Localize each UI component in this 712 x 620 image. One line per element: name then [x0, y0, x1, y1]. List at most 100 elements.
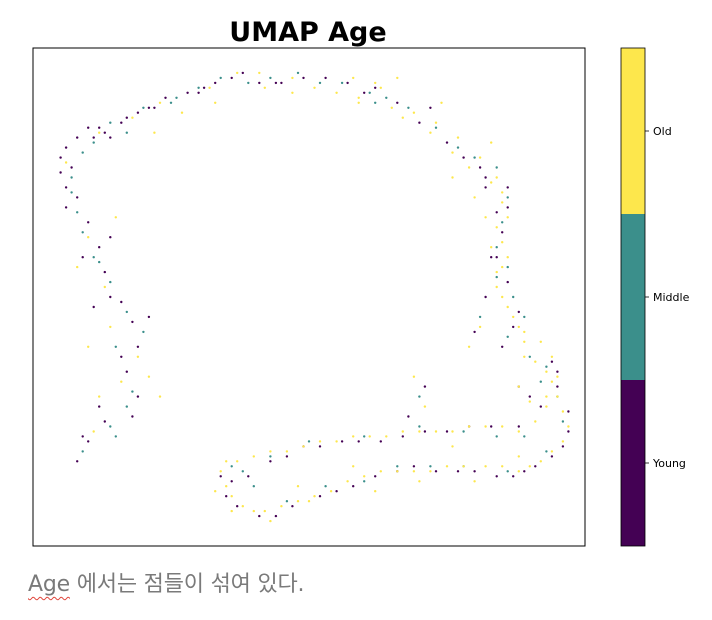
point-old	[296, 485, 300, 488]
point-middle	[125, 131, 128, 134]
point-middle	[385, 96, 388, 100]
point-young	[517, 425, 520, 428]
point-middle	[169, 101, 173, 105]
point-young	[76, 460, 79, 463]
point-middle	[219, 76, 222, 80]
point-young	[495, 211, 498, 214]
point-young	[225, 495, 228, 498]
point-old	[318, 440, 322, 443]
point-young	[506, 206, 509, 209]
point-middle	[434, 126, 438, 129]
point-old	[501, 265, 504, 269]
point-young	[236, 505, 239, 508]
point-young	[186, 91, 189, 95]
point-old	[484, 216, 487, 219]
point-old	[346, 480, 349, 483]
point-middle	[418, 395, 421, 398]
point-young	[87, 440, 90, 443]
point-young	[98, 126, 101, 129]
point-young	[318, 495, 322, 498]
point-middle	[495, 275, 498, 279]
point-old	[225, 460, 228, 463]
point-young	[512, 475, 515, 478]
point-old	[539, 340, 542, 343]
colorbar-legend: Young Middle Old	[620, 47, 690, 547]
point-middle	[407, 106, 410, 110]
point-middle	[528, 355, 531, 358]
point-old	[263, 86, 266, 90]
point-young	[517, 310, 520, 314]
point-old	[352, 435, 355, 438]
point-old	[230, 509, 233, 513]
point-middle	[230, 465, 233, 468]
point-old	[230, 495, 233, 498]
point-middle	[81, 151, 84, 154]
point-old	[429, 470, 432, 473]
point-middle	[363, 435, 366, 438]
point-old	[484, 425, 487, 428]
point-old	[147, 375, 151, 378]
point-young	[70, 166, 73, 169]
point-middle	[269, 455, 272, 458]
point-middle	[125, 310, 128, 314]
point-old	[87, 345, 90, 348]
point-young	[136, 111, 140, 114]
point-young	[164, 96, 167, 100]
point-old	[517, 455, 520, 458]
point-old	[501, 191, 504, 194]
point-middle	[495, 166, 498, 169]
point-old	[109, 325, 112, 329]
point-old	[396, 470, 399, 473]
point-young	[125, 116, 128, 119]
point-middle	[70, 191, 73, 194]
point-old	[467, 345, 471, 348]
point-middle	[114, 435, 118, 438]
point-old	[236, 460, 239, 463]
point-old	[473, 196, 476, 199]
point-old	[429, 131, 432, 134]
point-old	[307, 500, 311, 503]
point-middle	[368, 91, 371, 95]
point-old	[550, 450, 554, 453]
point-old	[451, 430, 454, 433]
point-young	[412, 465, 416, 468]
point-middle	[506, 196, 509, 199]
point-young	[484, 176, 487, 179]
chart-title: UMAP Age	[229, 17, 386, 48]
point-middle	[109, 121, 112, 124]
point-old	[313, 86, 316, 90]
point-old	[423, 405, 427, 408]
point-young	[407, 415, 410, 418]
point-young	[374, 86, 377, 90]
point-young	[136, 395, 140, 398]
point-young	[445, 141, 449, 144]
point-young	[401, 435, 404, 438]
point-young	[197, 91, 200, 95]
point-middle	[131, 390, 134, 393]
point-young	[379, 440, 382, 443]
point-young	[109, 136, 112, 139]
point-old	[467, 166, 471, 169]
point-old	[501, 465, 504, 468]
point-old	[495, 285, 498, 289]
point-middle	[285, 500, 289, 503]
point-young	[490, 425, 493, 428]
point-old	[263, 509, 266, 513]
point-young	[490, 256, 493, 259]
point-old	[401, 116, 404, 119]
point-young	[346, 81, 349, 85]
point-old	[374, 81, 377, 85]
point-young	[274, 514, 278, 518]
point-middle	[473, 156, 476, 159]
point-young	[64, 186, 68, 189]
point-old	[523, 355, 526, 358]
point-old	[517, 325, 520, 329]
point-old	[418, 430, 421, 433]
point-young	[473, 330, 476, 334]
point-middle	[396, 465, 399, 468]
point-old	[550, 380, 554, 383]
point-young	[87, 126, 90, 129]
point-middle	[506, 335, 509, 338]
point-old	[473, 480, 476, 483]
umap-age-figure: UMAP Age Young Middle Old	[32, 17, 690, 547]
